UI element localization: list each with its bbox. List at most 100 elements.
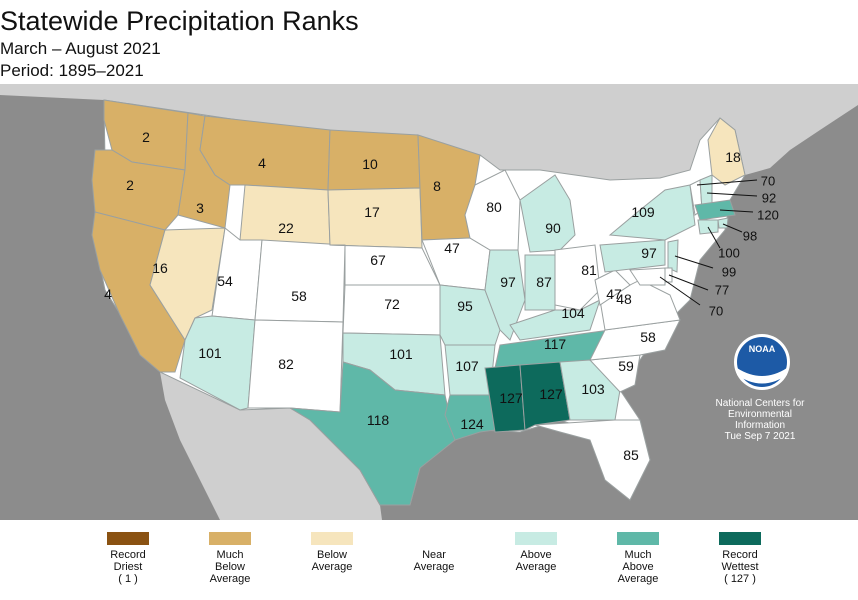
state-wv (594, 269, 631, 306)
rank-label-or: 2 (126, 177, 134, 193)
rank-label-mo: 95 (457, 298, 473, 314)
credit-date: Tue Sep 7 2021 (724, 431, 796, 442)
rank-label-id: 3 (196, 200, 204, 216)
legend-label-line: Much (216, 549, 244, 561)
state-md (629, 267, 666, 286)
state-wy (239, 184, 331, 246)
legend-item-near: Near Average (384, 532, 484, 573)
state-ma (694, 199, 736, 221)
rank-label-oh: 81 (581, 262, 597, 278)
legend-label: Much Below Average (180, 549, 280, 585)
rank-label-wa: 2 (142, 129, 150, 145)
rank-label-pa: 97 (641, 245, 657, 261)
noaa-logo-text: NOAA (749, 344, 776, 354)
state-me (707, 117, 746, 186)
legend-swatch (719, 532, 761, 545)
rank-label-ok: 101 (389, 346, 413, 362)
noaa-logo: NOAA (734, 334, 790, 390)
rank-label-ri: 98 (743, 229, 757, 244)
legend-label: Below Average (282, 549, 382, 573)
legend-swatch (107, 532, 149, 545)
rank-label-la: 124 (460, 416, 484, 432)
leader-line-ma (719, 209, 754, 213)
legend-label-line: Average (413, 561, 455, 573)
legend-label-line: Average (515, 561, 557, 573)
rank-label-sd: 17 (364, 204, 380, 220)
leader-line-nj (674, 255, 714, 269)
leader-line-md (659, 276, 701, 306)
state-al (519, 361, 571, 431)
legend: Record Driest( 1 ) Much Below Average Below Av… (0, 532, 858, 600)
legend-label-line: Below (317, 549, 347, 561)
legend-label-line: ( 127 ) (724, 573, 756, 585)
rank-label-nc: 58 (640, 329, 656, 345)
legend-label-line: Near (422, 549, 446, 561)
rank-label-me: 18 (725, 149, 741, 165)
legend-swatch (209, 532, 251, 545)
rank-label-md: 70 (709, 304, 723, 319)
legend-swatch (515, 532, 557, 545)
rank-label-tn: 117 (544, 336, 567, 352)
rank-label-wy: 22 (278, 220, 294, 236)
map-period: Period: 1895–2021 (0, 61, 144, 80)
rank-label-ny: 109 (631, 204, 655, 220)
rank-label-ky: 104 (561, 305, 585, 321)
leader-line-nh (706, 192, 758, 197)
map-title: Statewide Precipitation Ranks (0, 6, 359, 36)
map-subtitle: March – August 2021 (0, 39, 161, 58)
rank-label-ma: 120 (757, 208, 779, 223)
legend-label: Above Average (486, 549, 586, 573)
legend-label: Much Above Average (588, 549, 688, 585)
credit-line1: National Centers for (715, 398, 805, 409)
rank-label-co: 58 (291, 288, 307, 304)
rank-label-mi: 90 (545, 220, 561, 236)
state-va (599, 279, 681, 331)
state-tx (289, 361, 456, 506)
state-nj (667, 239, 679, 273)
state-ri (717, 217, 729, 229)
rank-label-wi: 80 (486, 199, 502, 215)
rank-label-nh: 92 (762, 191, 776, 206)
rank-label-mt: 4 (258, 155, 266, 171)
legend-label: Record Wettest( 127 ) (690, 549, 790, 585)
legend-swatch (413, 532, 455, 545)
legend-label-line: Average (617, 573, 659, 585)
legend-label-line: Average (209, 573, 251, 585)
rank-label-nv: 16 (152, 260, 168, 276)
leader-line-ri (722, 223, 743, 233)
rank-label-ct: 100 (718, 246, 740, 261)
credit-block: National Centers for Environmental Infor… (690, 398, 830, 442)
legend-swatch (311, 532, 353, 545)
rank-label-ar: 107 (455, 358, 479, 374)
rank-label-mn: 8 (433, 178, 441, 194)
legend-item-much-below: Much Below Average (180, 532, 280, 585)
legend-label-line: Above (622, 561, 654, 573)
rank-label-ks: 72 (384, 296, 400, 312)
state-de (664, 267, 673, 283)
state-mi (519, 174, 576, 253)
state-il (484, 249, 526, 341)
leader-line-ct (707, 226, 721, 249)
legend-label-line: Above (520, 549, 552, 561)
rank-label-nd: 10 (362, 156, 378, 172)
canada-land (0, 84, 858, 180)
legend-label-line: Below (215, 561, 245, 573)
legend-label-line: Record (110, 549, 146, 561)
rank-label-az: 101 (198, 345, 222, 361)
rank-label-wv: 47 (606, 286, 622, 302)
rank-label-in: 87 (536, 274, 552, 290)
credit-line2: Environmental (728, 409, 792, 420)
mexico-land (160, 372, 382, 520)
legend-label-line: Much (624, 549, 652, 561)
legend-label-line: Record (722, 549, 758, 561)
rank-label-nm: 82 (278, 356, 294, 372)
rank-label-vt: 70 (761, 174, 775, 189)
legend-item-below: Below Average (282, 532, 382, 573)
us-precipitation-map: 2243164225410158821017677210111884795107… (0, 84, 858, 520)
state-co (254, 239, 346, 323)
rank-label-sc: 59 (618, 358, 634, 374)
rank-label-nj: 99 (722, 265, 736, 280)
rank-label-al: 127 (539, 386, 563, 402)
rank-label-ne: 67 (370, 252, 386, 268)
legend-swatch (617, 532, 659, 545)
